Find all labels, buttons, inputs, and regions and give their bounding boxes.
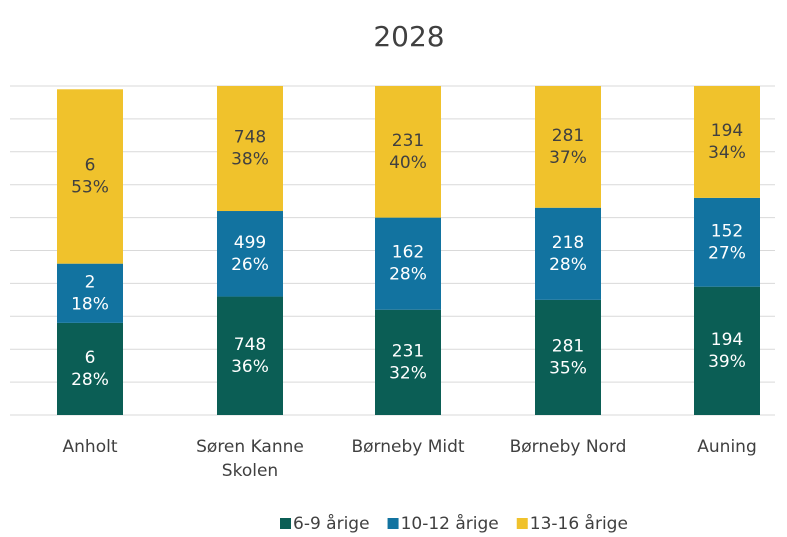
count-label: 194 xyxy=(711,121,743,141)
bar-segment xyxy=(217,86,283,212)
value-label: 53% xyxy=(71,177,109,197)
count-label: 152 xyxy=(711,221,743,241)
x-tick-label: Søren Kanne Skolen xyxy=(196,437,304,481)
bar-segment xyxy=(375,86,441,218)
count-label: 162 xyxy=(392,243,424,263)
x-tick-label: Børneby Nord xyxy=(510,437,627,457)
bar-segment xyxy=(57,89,123,264)
value-label: 28% xyxy=(549,255,587,275)
count-label: 231 xyxy=(392,131,424,151)
value-label: 28% xyxy=(389,265,427,285)
bar-segment xyxy=(694,86,760,198)
value-label: 28% xyxy=(71,370,109,390)
value-label: 40% xyxy=(389,153,427,173)
x-tick-label: Auning xyxy=(697,437,756,457)
count-label: 499 xyxy=(234,233,266,253)
bar-segment xyxy=(535,86,601,208)
value-label: 36% xyxy=(231,357,269,377)
legend-label: 10-12 årige xyxy=(401,513,499,534)
bar-segment xyxy=(375,217,441,310)
count-label: 281 xyxy=(552,336,584,356)
count-label: 6 xyxy=(85,348,96,368)
bar-segment xyxy=(694,197,760,287)
count-label: 281 xyxy=(552,126,584,146)
count-label: 748 xyxy=(234,335,266,355)
legend-swatch xyxy=(516,518,528,529)
bar-segment xyxy=(535,207,601,300)
value-label: 34% xyxy=(708,143,746,163)
count-label: 748 xyxy=(234,128,266,148)
bar-segment xyxy=(375,309,441,415)
legend-label: 13-16 årige xyxy=(530,513,628,534)
value-label: 37% xyxy=(549,148,587,168)
value-label: 26% xyxy=(231,255,269,275)
count-label: 218 xyxy=(552,233,584,253)
value-label: 38% xyxy=(231,150,269,170)
count-label: 194 xyxy=(711,330,743,350)
legend-swatch xyxy=(280,518,291,529)
value-label: 18% xyxy=(71,294,109,314)
bar-segment xyxy=(694,286,760,415)
count-label: 6 xyxy=(85,155,96,175)
chart-title: 2028 xyxy=(373,20,444,53)
legend-swatch xyxy=(387,518,399,529)
value-label: 39% xyxy=(708,352,746,372)
count-label: 2 xyxy=(85,272,96,292)
x-tick-label: Anholt xyxy=(63,437,118,457)
bar-segment xyxy=(217,211,283,297)
value-label: 27% xyxy=(708,243,746,263)
bar-segment xyxy=(57,263,123,323)
x-tick-label: Børneby Midt xyxy=(351,437,464,457)
bar-segment xyxy=(57,322,123,415)
bar-segment xyxy=(535,299,601,415)
bar-segment xyxy=(217,296,283,415)
legend-label: 6-9 årige xyxy=(293,513,370,534)
value-label: 35% xyxy=(549,358,587,378)
value-label: 32% xyxy=(389,363,427,383)
count-label: 231 xyxy=(392,341,424,361)
